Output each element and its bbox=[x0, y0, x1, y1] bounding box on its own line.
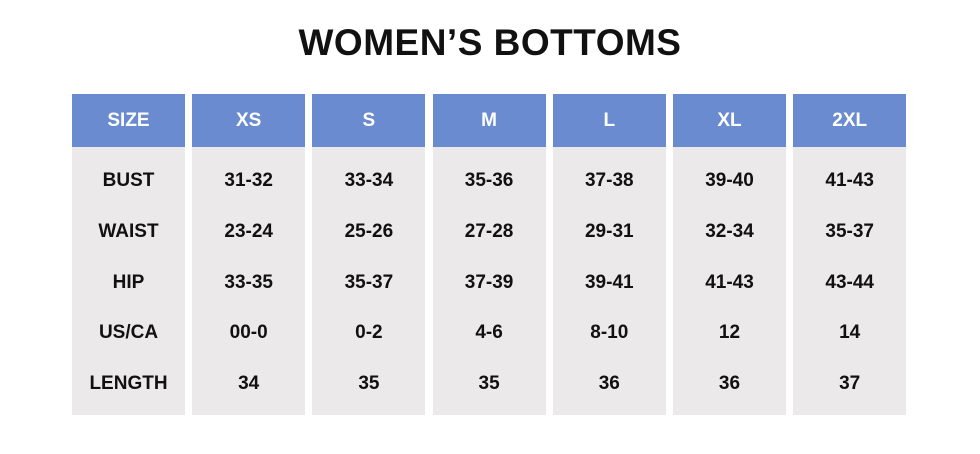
table-cell: 43-44 bbox=[825, 272, 874, 293]
header-cell: XS bbox=[192, 94, 306, 147]
table-cell: 12 bbox=[718, 322, 741, 343]
table-cell: 8-10 bbox=[590, 322, 629, 343]
table-cell: 33-34 bbox=[344, 170, 394, 191]
row-label: LENGTH bbox=[89, 373, 168, 394]
header-cell: M bbox=[432, 94, 546, 147]
table-column: M 35-36 27-28 37-39 4-6 35 bbox=[432, 94, 546, 415]
header-cell: L bbox=[552, 94, 666, 147]
title: WOMEN’S BOTTOMS bbox=[298, 22, 682, 63]
table-cell: 0-2 bbox=[355, 322, 383, 343]
table-column: 2XL 41-43 35-37 43-44 14 37 bbox=[793, 94, 907, 415]
header-cell: S bbox=[312, 94, 426, 147]
table-cell: 35-36 bbox=[464, 170, 514, 191]
row-label: US/CA bbox=[98, 322, 159, 343]
table-cell: 41-43 bbox=[705, 272, 754, 293]
table-cell: 31-32 bbox=[224, 170, 273, 191]
table-cell: 37-38 bbox=[584, 170, 634, 191]
table-cell: 37-39 bbox=[464, 272, 514, 293]
header-cell: XL bbox=[673, 94, 786, 147]
table-column: XL 39-40 32-34 41-43 12 36 bbox=[673, 94, 786, 415]
table-cell: 41-43 bbox=[825, 170, 874, 191]
table-cell: 27-28 bbox=[464, 221, 514, 242]
header-cell: 2XL bbox=[793, 94, 907, 147]
table-column: SIZE BUST WAIST HIP US/CA LENGTH bbox=[72, 94, 185, 415]
table-column: XS 31-32 23-24 33-35 00-0 34 bbox=[192, 94, 306, 415]
table-cell: 4-6 bbox=[475, 322, 503, 343]
table-cell: 35 bbox=[358, 373, 380, 394]
table-cell: 14 bbox=[839, 322, 861, 343]
table-cell: 34 bbox=[238, 373, 260, 394]
table-column: S 33-34 25-26 35-37 0-2 35 bbox=[312, 94, 426, 415]
table-cell: 23-24 bbox=[224, 221, 273, 242]
table-cell: 39-40 bbox=[705, 170, 754, 191]
table-cell: 35-37 bbox=[344, 272, 394, 293]
row-label: WAIST bbox=[98, 221, 159, 242]
table-cell: 37 bbox=[839, 373, 861, 394]
table-cell: 35-37 bbox=[825, 221, 874, 242]
table-cell: 00-0 bbox=[229, 322, 268, 343]
table-cell: 25-26 bbox=[344, 221, 394, 242]
header-cell: SIZE bbox=[72, 94, 185, 147]
table-column: L 37-38 29-31 39-41 8-10 36 bbox=[552, 94, 666, 415]
table-cell: 39-41 bbox=[584, 272, 634, 293]
table-cell: 29-31 bbox=[584, 221, 634, 242]
table-cell: 33-35 bbox=[224, 272, 273, 293]
row-label: HIP bbox=[112, 272, 145, 293]
table-cell: 36 bbox=[598, 373, 620, 394]
table-cell: 32-34 bbox=[705, 221, 754, 242]
row-label: BUST bbox=[102, 170, 155, 191]
table-cell: 35 bbox=[478, 373, 500, 394]
table-cell: 36 bbox=[718, 373, 741, 394]
